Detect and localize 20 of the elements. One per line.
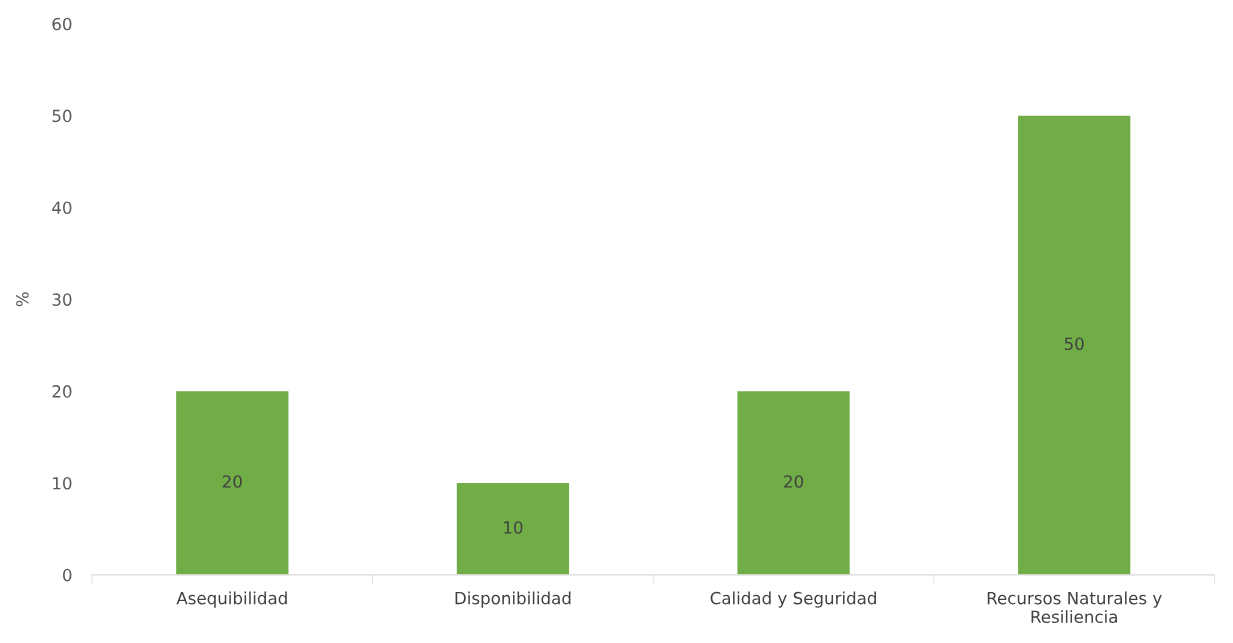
y-tick-label: 50 <box>52 109 72 123</box>
x-tick-label: Recursos Naturales y Resiliencia <box>987 591 1162 624</box>
data-label: 10 <box>504 521 523 534</box>
y-tick-label: 40 <box>52 201 72 215</box>
data-label: 50 <box>1064 337 1084 351</box>
y-tick-label: 30 <box>52 293 72 306</box>
x-tick-label: Disponibilidad <box>455 591 571 608</box>
y-tick-label: 20 <box>52 385 72 398</box>
bar <box>456 483 570 575</box>
y-axis-title: % <box>16 292 29 307</box>
x-tick-label: Asequibilidad <box>176 591 287 608</box>
y-tick-label: 60 <box>52 17 72 31</box>
bar <box>176 391 289 575</box>
bar <box>1018 115 1131 575</box>
y-tick-label: 0 <box>63 568 72 582</box>
bar <box>737 391 850 575</box>
data-label: 20 <box>222 475 242 488</box>
data-label: 20 <box>784 475 804 488</box>
x-tick-label: Calidad y Seguridad <box>710 591 876 608</box>
y-tick-label: 10 <box>53 476 72 490</box>
